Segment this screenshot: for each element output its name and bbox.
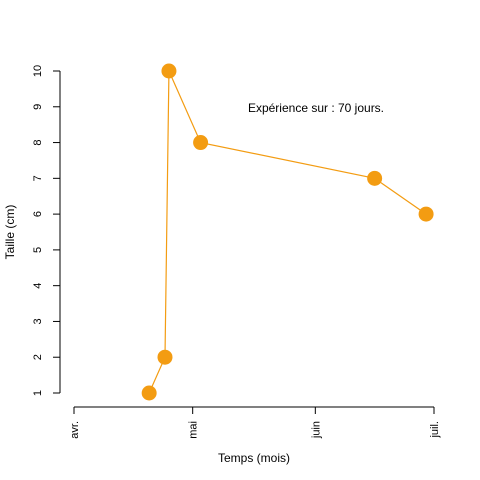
data-point [193, 135, 209, 151]
y-tick-label: 6 [32, 211, 44, 217]
data-point [161, 63, 177, 79]
y-tick-label: 9 [32, 104, 44, 110]
data-point [367, 170, 383, 186]
x-tick-label: juin [310, 421, 322, 439]
y-axis-label: Taille (cm) [3, 205, 17, 260]
x-axis: avr. mai juin juil. [69, 406, 441, 439]
data-point [157, 349, 173, 365]
y-axis: 1 2 3 4 5 6 7 8 9 10 [32, 65, 61, 396]
y-tick-label: 3 [32, 318, 44, 324]
x-axis-label: Temps (mois) [218, 451, 290, 465]
data-point [418, 206, 434, 222]
x-tick-label: avr. [69, 421, 81, 439]
plot-area [141, 63, 434, 401]
y-tick-label: 4 [32, 283, 44, 289]
y-tick-label: 7 [32, 175, 44, 181]
x-tick-label: juil. [429, 421, 441, 439]
y-tick-label: 2 [32, 354, 44, 360]
x-tick-label: mai [188, 421, 200, 439]
y-tick-label: 10 [32, 65, 44, 77]
y-tick-label: 5 [32, 247, 44, 253]
y-tick-label: 8 [32, 139, 44, 145]
series-line [148, 70, 427, 394]
chart-annotation: Expérience sur : 70 jours. [248, 101, 384, 115]
data-point [141, 385, 157, 401]
y-tick-label: 1 [32, 390, 44, 396]
